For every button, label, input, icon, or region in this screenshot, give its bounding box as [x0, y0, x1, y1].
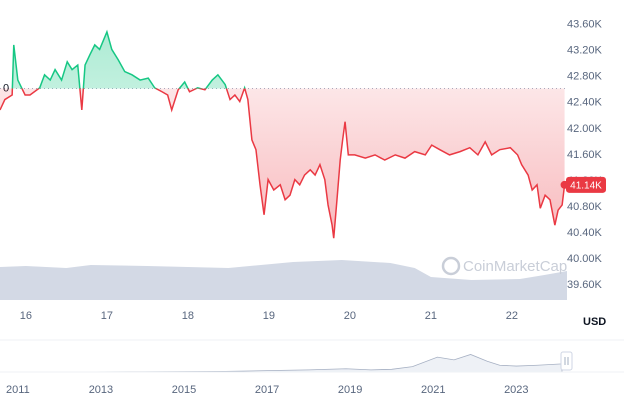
y-tick-label: 40.80K — [567, 201, 603, 213]
x-tick-label: 2019 — [338, 384, 362, 396]
last-price-badge — [566, 176, 606, 193]
volume-area — [0, 260, 567, 300]
y-tick-label: 41.60K — [567, 149, 603, 161]
y-tick-label: 42.40K — [567, 97, 603, 109]
handle[interactable] — [560, 351, 573, 371]
y-tick-label: 43.20K — [567, 45, 603, 57]
price-area-down — [0, 88, 565, 239]
x-tick-label: 17 — [101, 310, 113, 322]
watermark: CoinMarketCap — [441, 256, 567, 276]
baseline-label: 0 — [3, 82, 9, 94]
x-tick-label: 20 — [344, 310, 356, 322]
navigator-area — [0, 354, 563, 373]
watermark-text: CoinMarketCap — [463, 258, 567, 275]
y-tick-label: 42.80K — [567, 71, 603, 83]
price-area-up — [12, 31, 245, 89]
last-price-label: 41.14K — [570, 180, 602, 191]
watermark-logo — [441, 256, 461, 276]
price-panel: 0 43.60K 43.20K 42.80K 42.40K 42.00K 41.60K 41.… — [0, 19, 606, 322]
y-tick-label: 40.40K — [567, 227, 603, 239]
x-tick-label: 2021 — [421, 384, 445, 396]
x-tick-label: 16 — [20, 310, 32, 322]
y-tick-label: 43.60K — [567, 19, 603, 31]
x-tick-label: 2017 — [255, 384, 279, 396]
price-line-down — [0, 88, 566, 239]
y-tick-label: 42.00K — [567, 123, 603, 135]
y-tick-label: 39.60K — [567, 279, 603, 291]
x-tick-label: 21 — [425, 310, 437, 322]
x-tick-label: 19 — [263, 310, 275, 322]
x-tick-label: 2015 — [172, 384, 196, 396]
y-tick-label: 40.00K — [567, 253, 603, 265]
navigator: 2011 2013 2015 2017 2019 2021 2023 — [0, 354, 563, 396]
x-tick-label: 2011 — [6, 384, 30, 396]
price-line-up — [11, 29, 246, 89]
x-tick-label: 18 — [182, 310, 194, 322]
x-tick-label: 2023 — [504, 384, 528, 396]
unit-label: USD — [583, 316, 606, 328]
navigator-handle[interactable] — [560, 351, 573, 371]
x-tick-label: 2013 — [89, 384, 113, 396]
x-tick-label: 22 — [506, 310, 518, 322]
